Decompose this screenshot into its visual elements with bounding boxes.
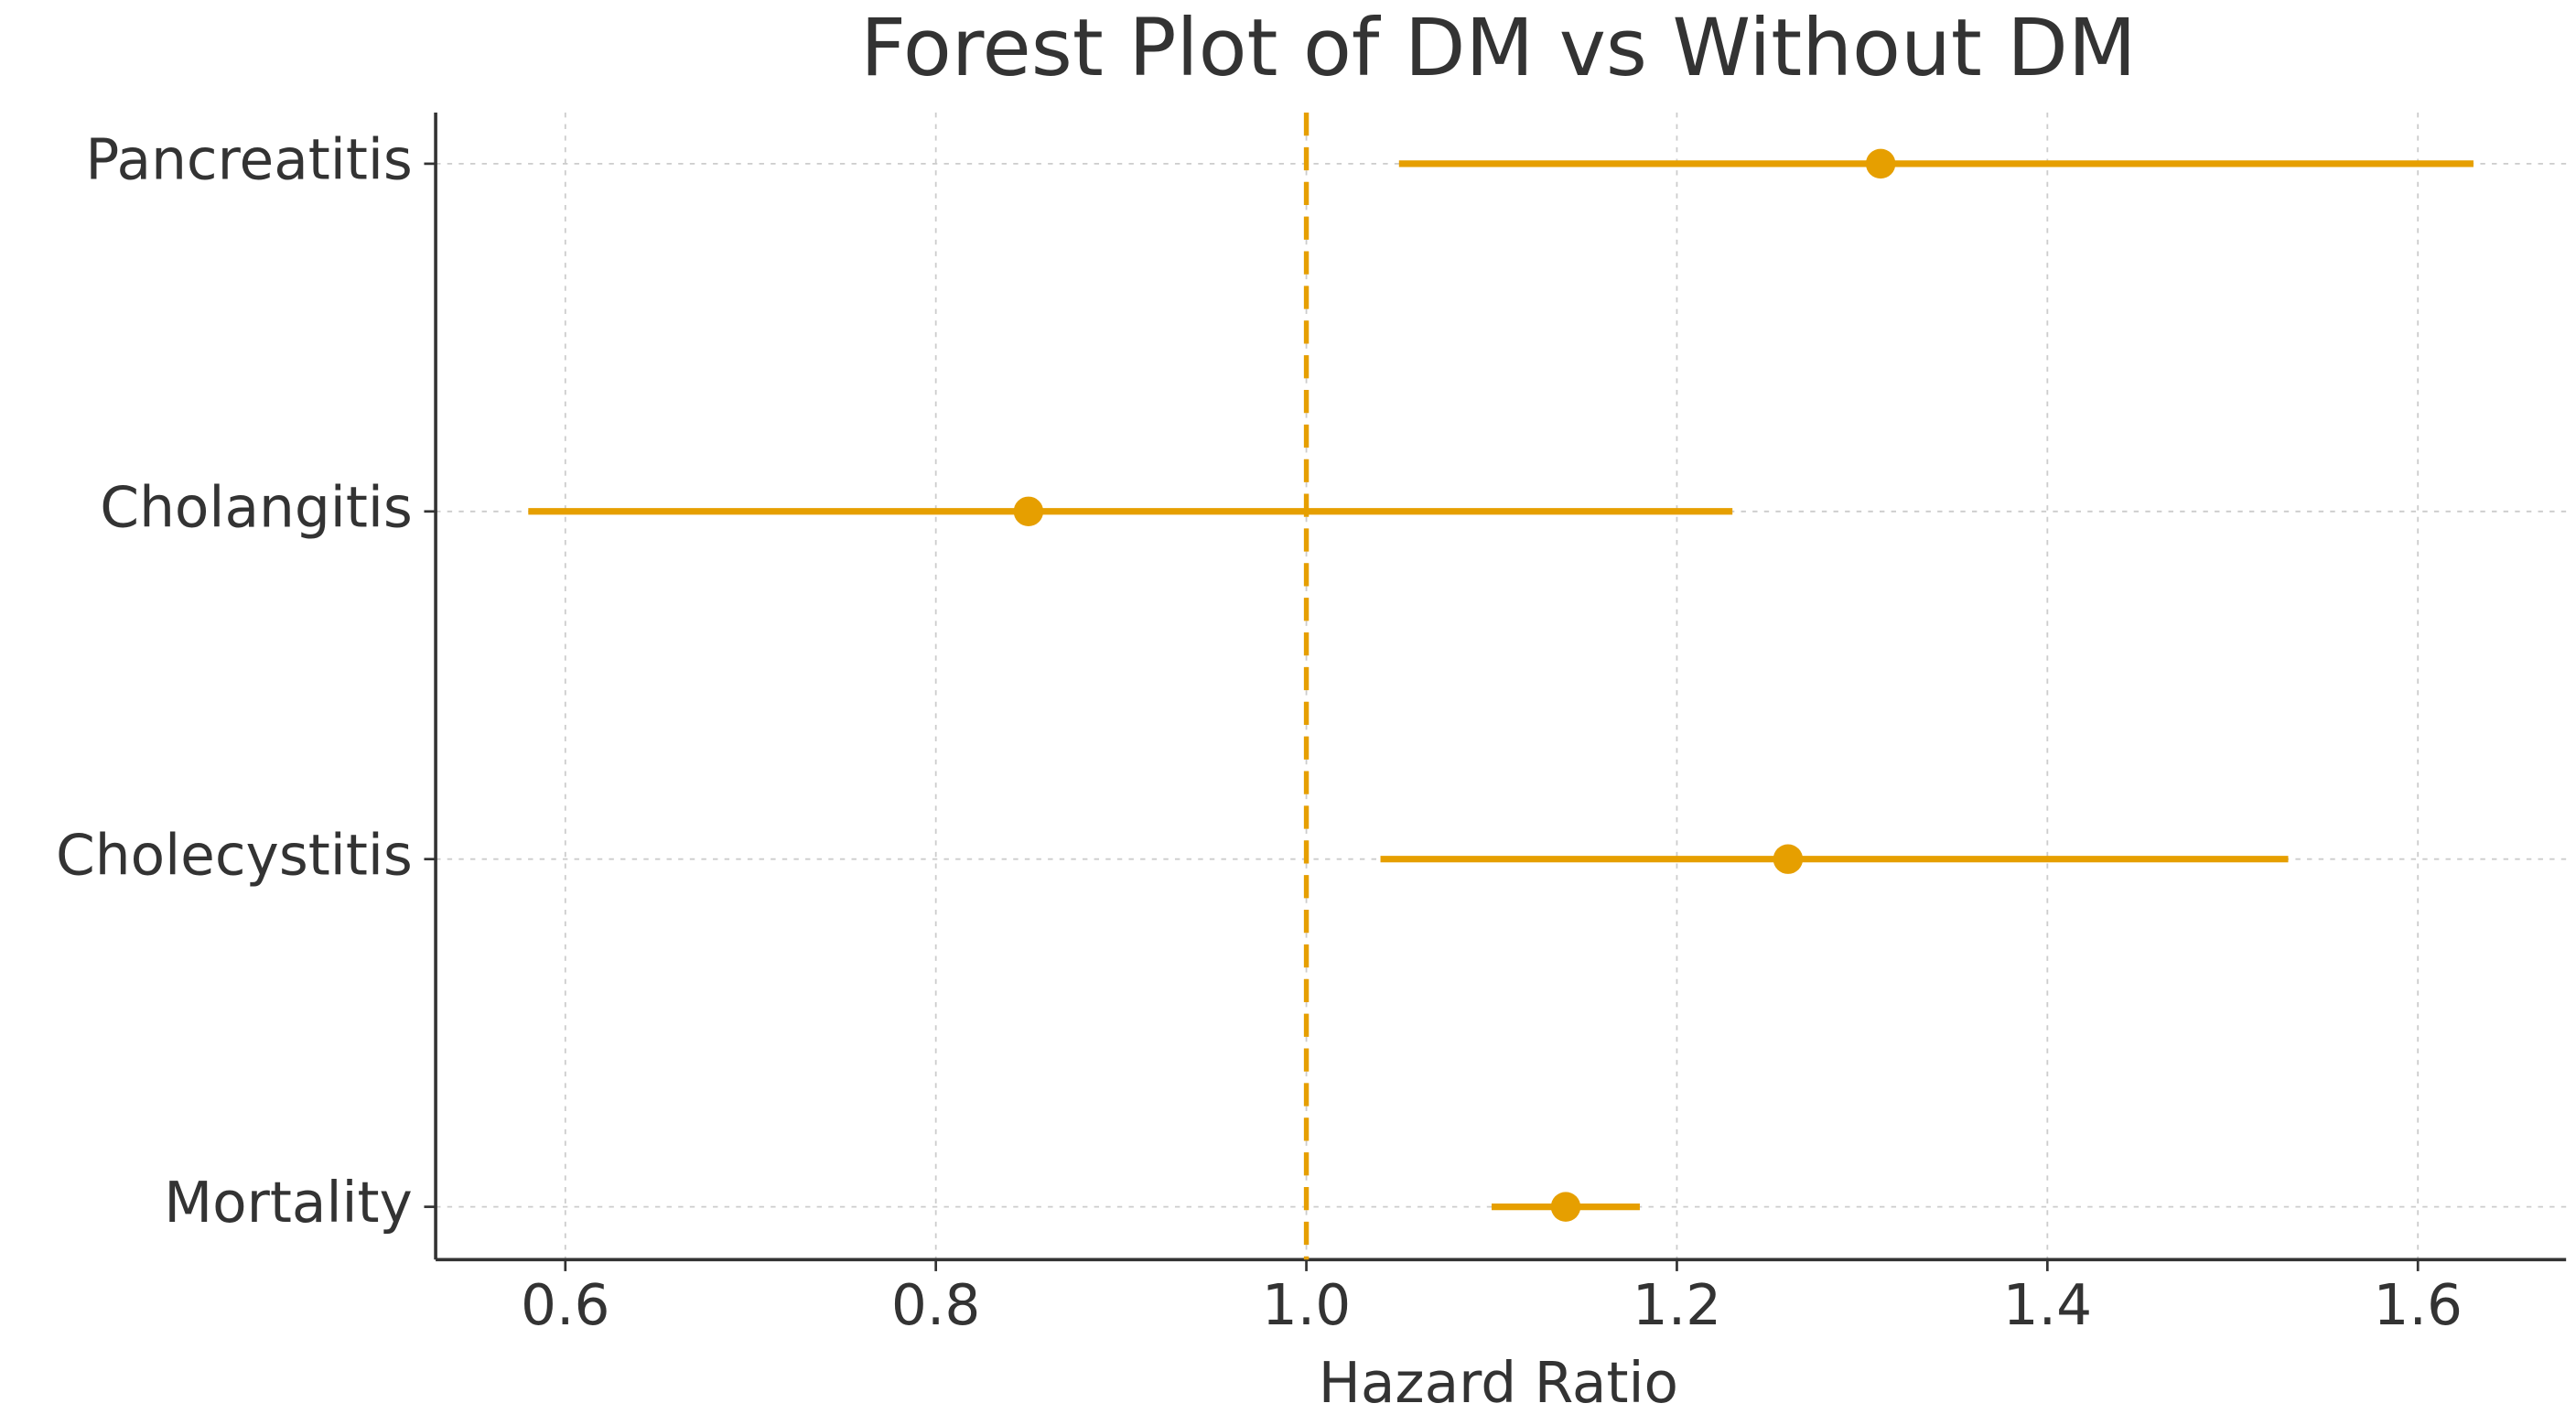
y-tick-label: Cholecystitis [56, 823, 413, 888]
y-tick-label: Pancreatitis [85, 127, 413, 192]
y-tick-label: Cholangitis [100, 475, 413, 540]
x-axis-label: Hazard Ratio [1319, 1351, 1678, 1416]
x-tick-label: 0.6 [521, 1273, 609, 1338]
x-tick-label: 1.0 [1262, 1273, 1351, 1338]
y-tick-label: Mortality [164, 1171, 413, 1236]
point-estimate [1013, 496, 1044, 527]
point-estimate [1773, 844, 1804, 874]
x-tick-label: 0.8 [891, 1273, 980, 1338]
x-tick-label: 1.6 [2373, 1273, 2462, 1338]
x-tick-label: 1.4 [2003, 1273, 2092, 1338]
point-estimate [1865, 148, 1896, 179]
chart-title: Forest Plot of DM vs Without DM [860, 3, 2136, 94]
point-estimate [1550, 1192, 1581, 1222]
x-tick-label: 1.2 [1633, 1273, 1721, 1338]
